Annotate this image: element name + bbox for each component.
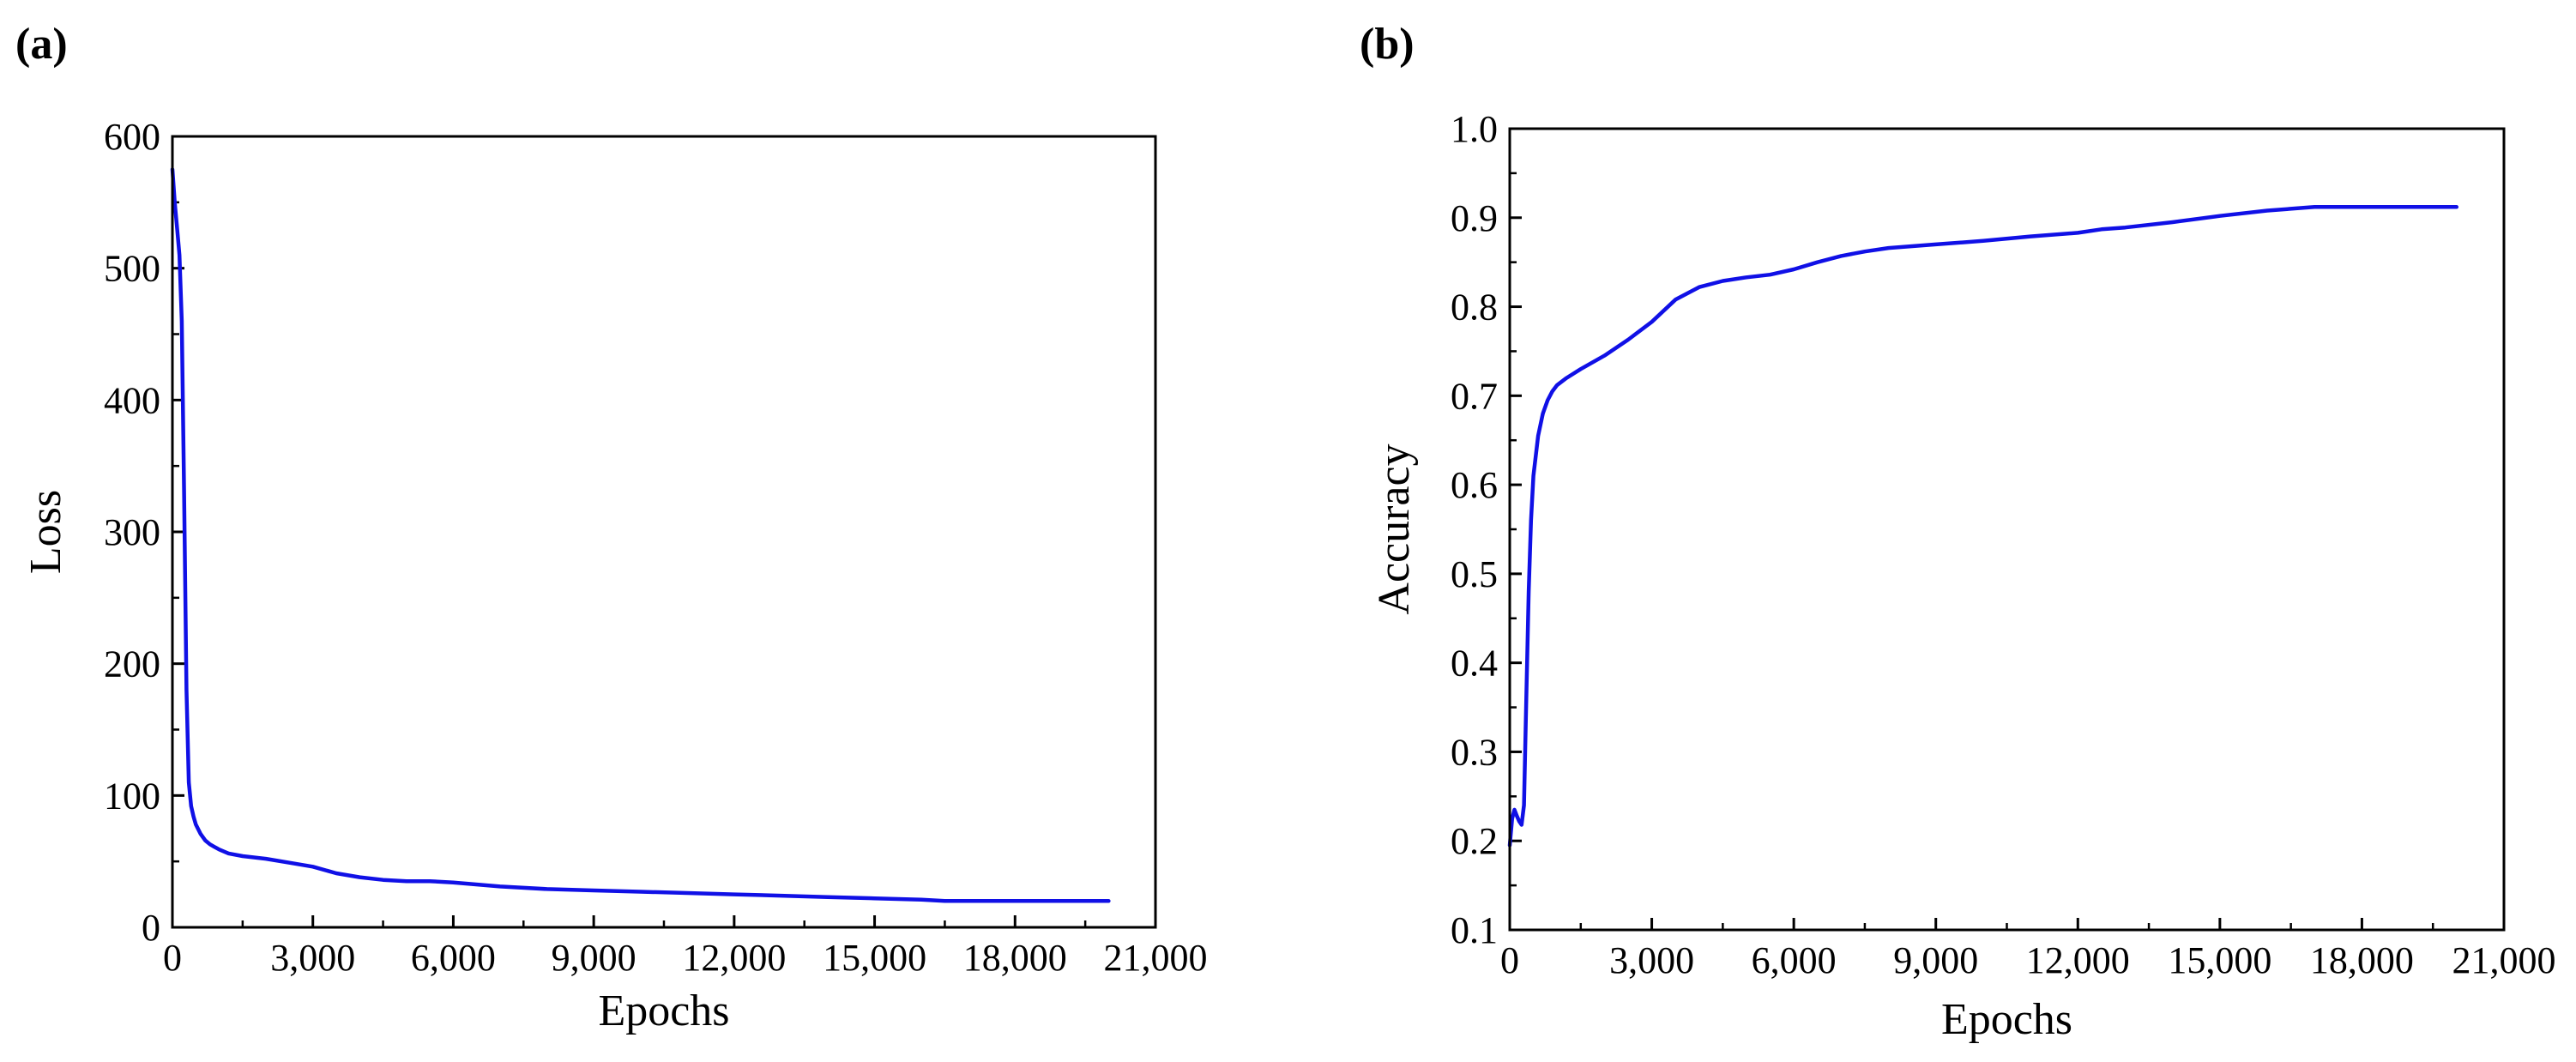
panel-label-a: (a) [15, 20, 68, 69]
accuracy-plot-frame [1508, 127, 2506, 932]
loss-x-tick-label: 6,000 [411, 937, 496, 979]
loss-y-tick-label: 200 [104, 643, 160, 685]
accuracy-x-tick-label: 9,000 [1893, 939, 1978, 981]
loss-plot-frame [171, 135, 1157, 929]
accuracy-y-tick-label: 0.4 [1451, 643, 1498, 685]
accuracy-x-tick-label: 18,000 [2310, 939, 2414, 981]
loss-chart-panel: (a) 0 3,000 6,000 9,000 12,000 15,000 18,000 21… [15, 20, 1208, 1035]
accuracy-curve [1507, 205, 2459, 848]
panel-label-b: (b) [1360, 20, 1415, 69]
accuracy-x-tick-label: 15,000 [2168, 939, 2271, 981]
accuracy-x-tick-label: 21,000 [2452, 939, 2556, 981]
loss-x-tick-label: 3,000 [270, 937, 355, 979]
loss-y-tick-label: 600 [104, 116, 160, 158]
accuracy-y-tick-label: 0.6 [1451, 464, 1498, 506]
accuracy-y-tick-label: 0.8 [1451, 287, 1498, 329]
accuracy-y-tick-label: 0.2 [1451, 820, 1498, 862]
loss-x-axis-title: Epochs [598, 987, 729, 1035]
loss-y-tick-label: 100 [104, 775, 160, 817]
loss-y-tick-label: 300 [104, 511, 160, 553]
accuracy-y-tick-label: 0.7 [1451, 375, 1498, 417]
loss-x-tick-label: 15,000 [823, 937, 926, 979]
loss-x-tick-label: 18,000 [963, 937, 1067, 979]
loss-x-tick-label: 0 [163, 937, 182, 979]
loss-y-tick-label: 500 [104, 248, 160, 290]
accuracy-y-tick-label: 0.9 [1451, 197, 1498, 239]
loss-y-tick-label: 0 [142, 907, 160, 949]
accuracy-y-tick-label: 1.0 [1451, 108, 1498, 150]
accuracy-y-axis-title: Accuracy [1370, 444, 1419, 614]
loss-curve [170, 167, 1111, 903]
accuracy-y-tick-label: 0.1 [1451, 909, 1498, 951]
accuracy-chart-panel: (b) 0 3,000 6,000 9,000 12,000 15,000 18,000 21… [1360, 20, 2556, 1044]
accuracy-x-tick-label: 0 [1500, 939, 1519, 981]
loss-x-tick-label: 9,000 [552, 937, 636, 979]
loss-x-tick-label: 12,000 [682, 937, 786, 979]
accuracy-y-tick-label: 0.3 [1451, 731, 1498, 773]
loss-y-axis-title: Loss [21, 490, 70, 574]
loss-x-tick-label: 21,000 [1104, 937, 1208, 979]
loss-y-tick-label: 400 [104, 379, 160, 421]
accuracy-x-tick-label: 3,000 [1609, 939, 1694, 981]
accuracy-y-tick-label: 0.5 [1451, 553, 1498, 595]
accuracy-x-axis-title: Epochs [1941, 995, 2072, 1044]
accuracy-x-tick-label: 6,000 [1752, 939, 1837, 981]
accuracy-x-tick-label: 12,000 [2026, 939, 2130, 981]
